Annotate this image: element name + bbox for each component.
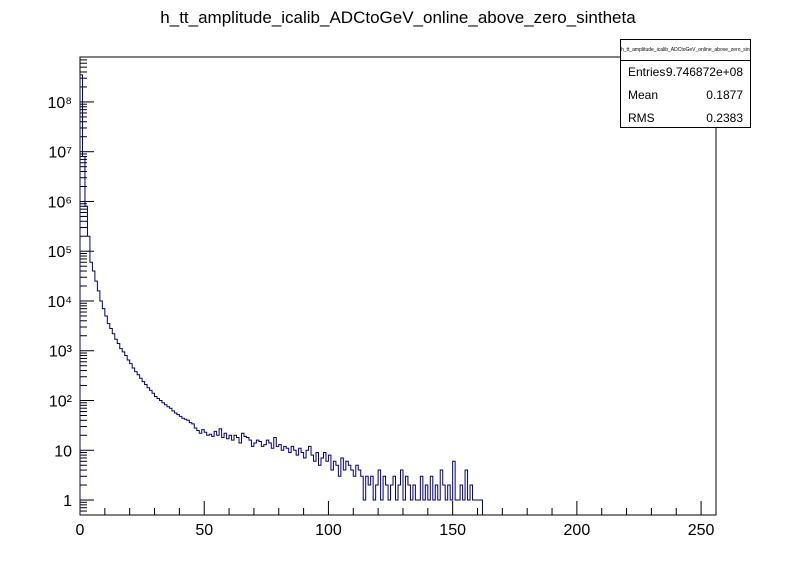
x-tick-label: 100 (315, 522, 342, 539)
stats-value: 0.1877 (706, 88, 743, 102)
x-tick-label: 250 (688, 522, 715, 539)
stats-row-rms: RMS 0.2383 (621, 107, 750, 130)
chart-title: h_tt_amplitude_icalib_ADCtoGeV_online_ab… (160, 8, 636, 27)
y-tick-label: 10⁸ (47, 95, 72, 112)
stats-box-title: h_tt_amplitude_icalib_ADCtoGeV_online_ab… (621, 40, 750, 61)
stats-row-mean: Mean 0.1877 (621, 84, 750, 107)
stats-box: h_tt_amplitude_icalib_ADCtoGeV_online_ab… (620, 39, 751, 128)
histogram-line (79, 74, 483, 515)
x-tick-label: 0 (76, 522, 85, 539)
y-tick-label: 1 (63, 493, 72, 510)
stats-label: RMS (628, 111, 655, 125)
y-tick-label: 10⁵ (48, 244, 72, 261)
axis-tick-labels: 0 50 100 150 200 250 1 10 10² 10³ 10⁴ 10⁵ 10⁶ 10⁷ 10⁸ (47, 95, 714, 539)
y-tick-label: 10² (49, 394, 73, 411)
stats-label: Entries (628, 65, 666, 79)
x-tick-label: 200 (564, 522, 591, 539)
stats-value: 9.746872e+08 (665, 65, 743, 79)
x-tick-label: 50 (195, 522, 213, 539)
y-tick-label: 10⁴ (47, 294, 72, 311)
y-tick-label: 10⁷ (48, 145, 72, 162)
stats-value: 0.2383 (706, 111, 743, 125)
stats-label: Mean (628, 88, 659, 102)
stats-row-entries: Entries 9.746872e+08 (621, 61, 750, 84)
y-tick-label: 10 (54, 443, 72, 460)
y-tick-label: 10⁶ (48, 194, 72, 211)
x-tick-label: 150 (439, 522, 466, 539)
y-tick-label: 10³ (49, 344, 73, 361)
axis-ticks (79, 56, 702, 516)
